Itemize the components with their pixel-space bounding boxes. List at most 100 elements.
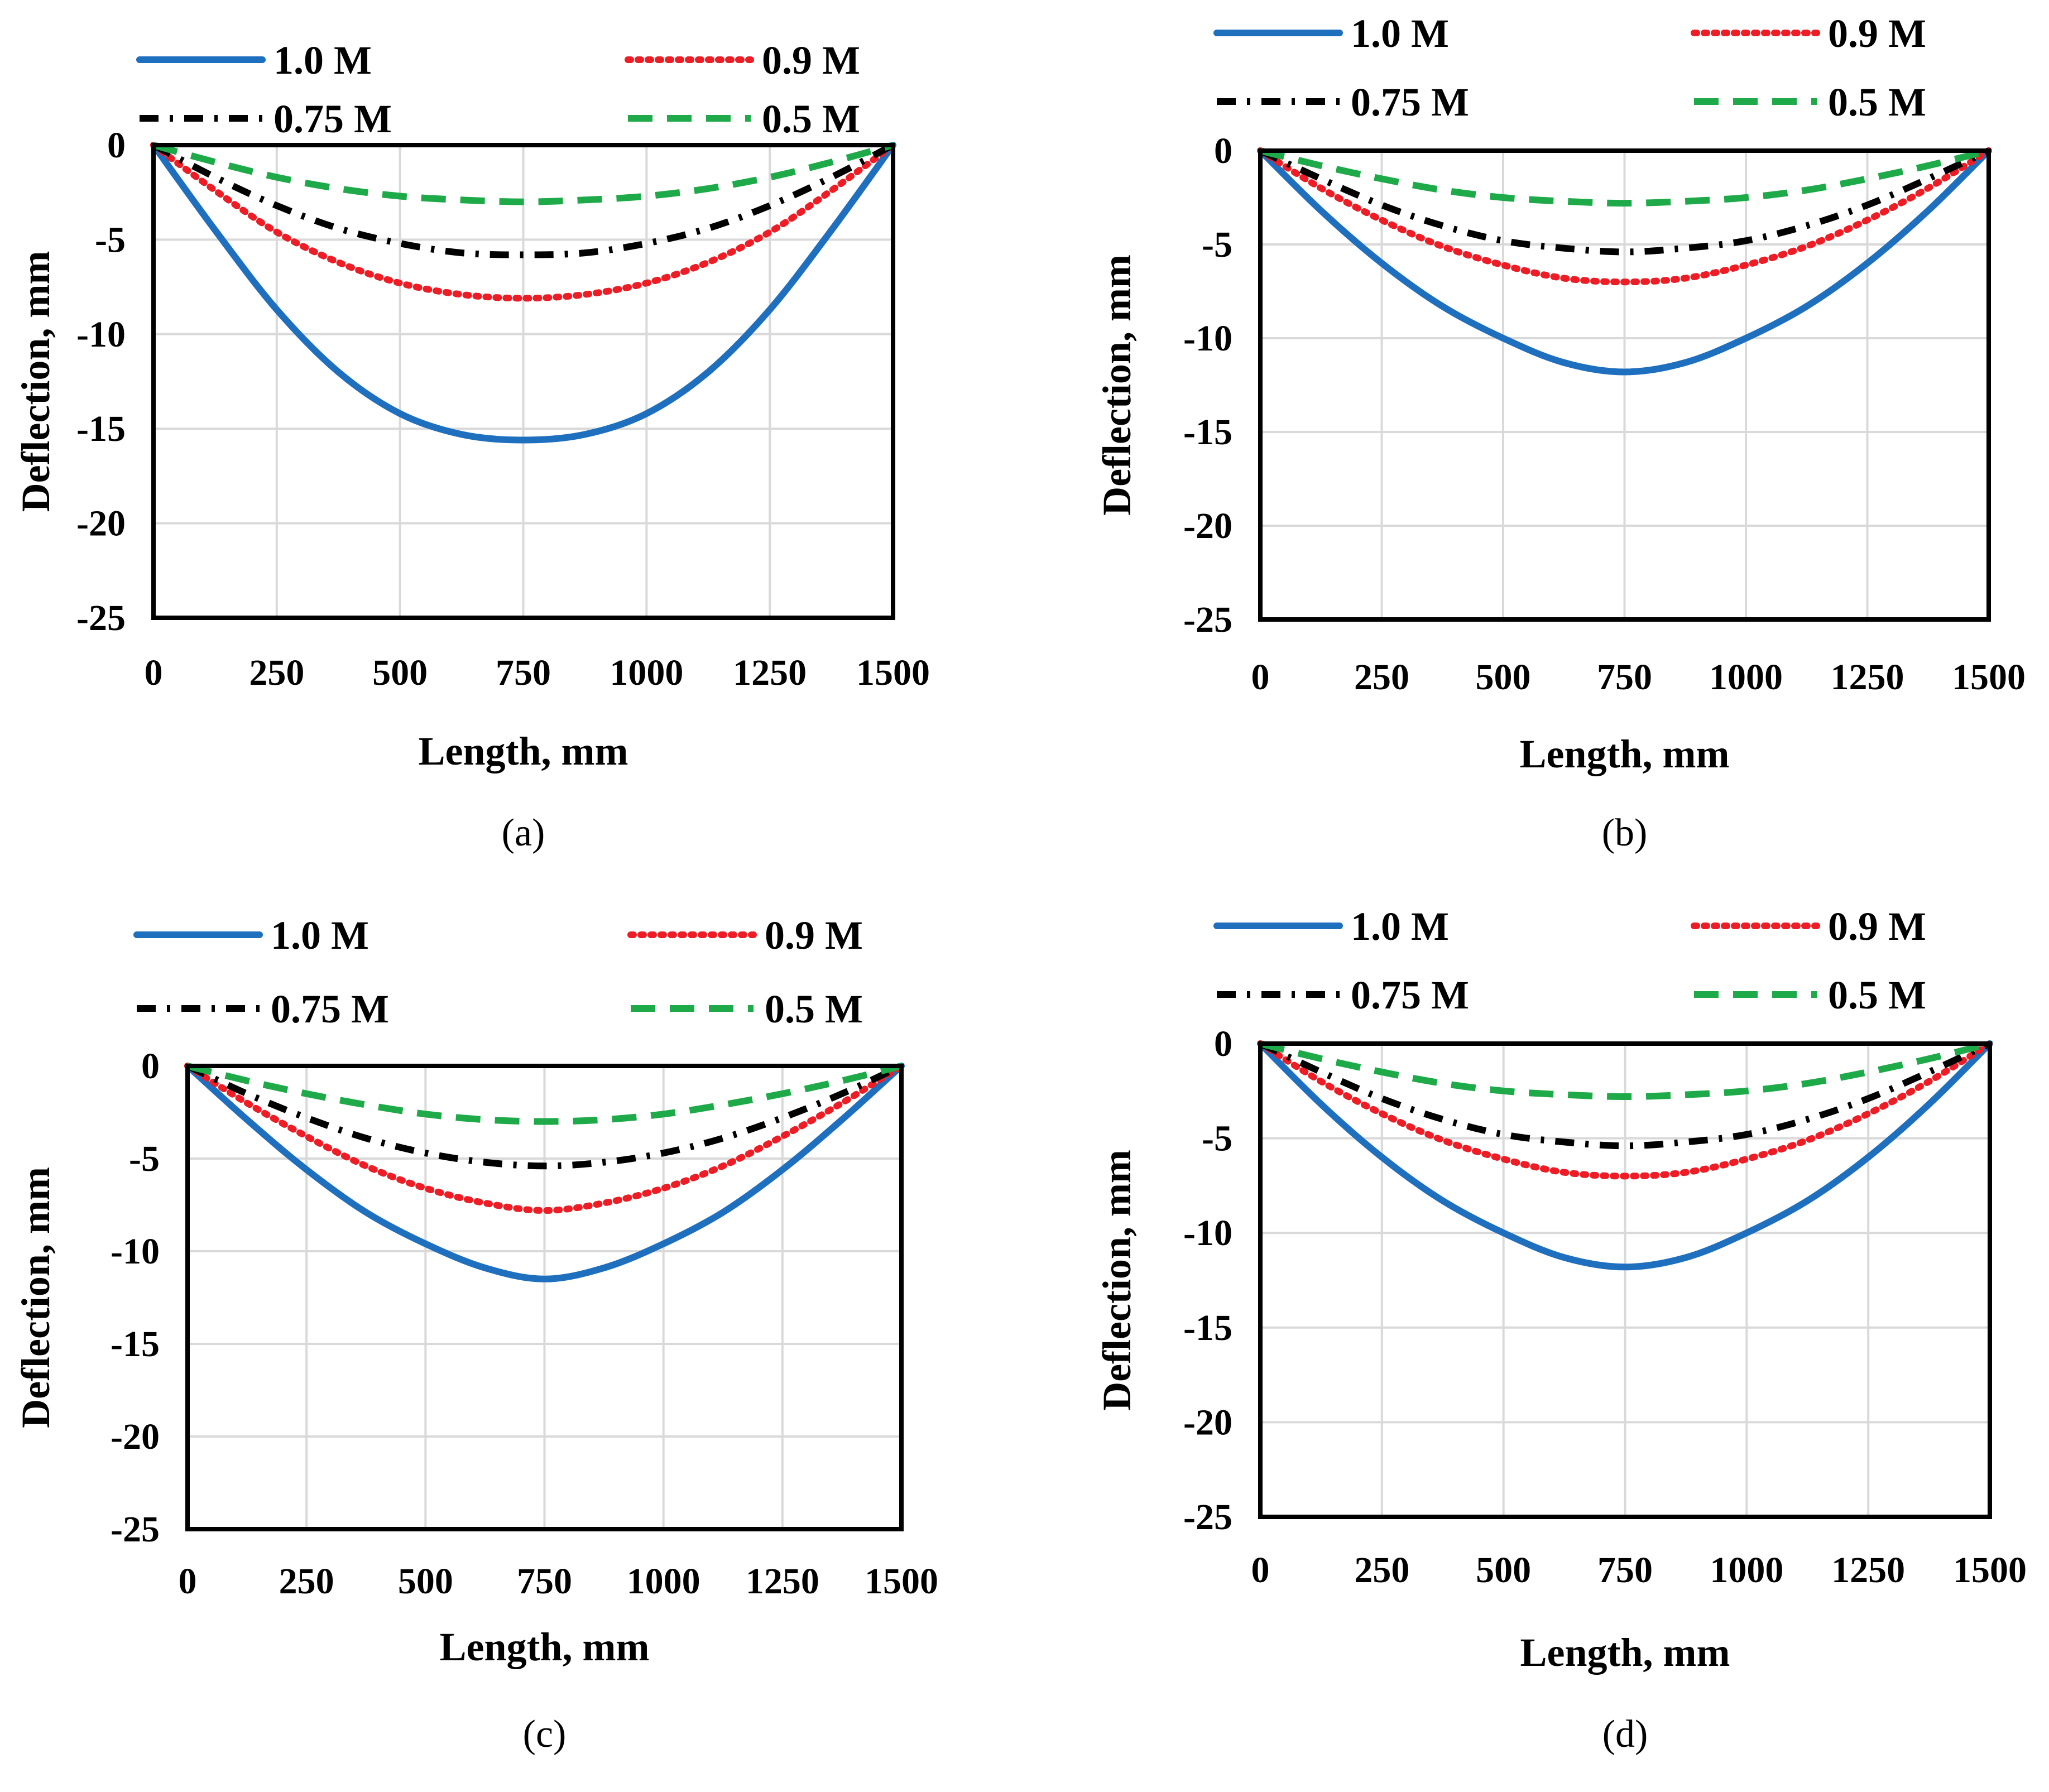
x-tick-label: 500: [1476, 657, 1531, 698]
x-tick-label: 500: [1476, 1550, 1531, 1591]
x-tick-label: 0: [145, 652, 163, 693]
legend-item: 0.75 M: [1217, 80, 1469, 124]
legend-label: 0.5 M: [765, 987, 863, 1031]
legend-item: 0.9 M: [1691, 904, 1926, 949]
series-group: [1257, 1040, 1993, 1271]
series-line-1-0-m: [1257, 147, 1992, 376]
legend-label: 0.9 M: [1828, 904, 1926, 949]
y-tick-label: -5: [1202, 1118, 1232, 1159]
x-tick-label: 250: [1354, 1550, 1409, 1591]
series-line-1-0-m: [184, 1063, 905, 1282]
legend-item: 0.75 M: [1217, 973, 1469, 1017]
series-line-0-5-m: [1259, 1040, 1991, 1100]
x-tick-label: 250: [279, 1561, 334, 1602]
x-tick-label: 0: [1251, 657, 1270, 698]
legend-item: 0.9 M: [625, 38, 860, 83]
y-tick-label: -15: [1183, 1308, 1232, 1348]
x-tick-label: 750: [517, 1561, 572, 1602]
legend-item: 0.9 M: [1691, 11, 1926, 56]
y-tick-label: 0: [107, 125, 126, 166]
x-tick-label: 1500: [856, 652, 930, 693]
legend-item: 0.5 M: [631, 987, 863, 1031]
x-tick-label: 1000: [627, 1561, 700, 1602]
plot-frame: [1258, 148, 1991, 622]
legend: 1.0 M 0.9 M 0.75 M 0.5 M: [133, 913, 863, 1031]
series-line-0-75-m: [186, 1063, 903, 1170]
x-tick-label: 1250: [1831, 657, 1904, 698]
panel-label: (c): [523, 1713, 567, 1756]
legend-item: 0.5 M: [628, 97, 860, 141]
legend-item: 0.9 M: [627, 913, 863, 958]
series-line-0-9-m: [184, 1063, 905, 1214]
x-tick-label: 1500: [1953, 1550, 2027, 1591]
y-tick-label: -25: [1183, 599, 1232, 640]
legend-item: 0.75 M: [140, 97, 392, 141]
y-tick-label: -10: [1183, 1213, 1232, 1253]
chart-panel-a: 0 250 500 750 1000 1250 1500 0 -5 -10 -15 -20 -25 Len…: [13, 38, 930, 854]
legend: 1.0 M 0.9 M 0.75 M 0.5 M: [136, 38, 860, 141]
y-axis-title: Deflection, mm: [1095, 1150, 1139, 1411]
legend-label: 1.0 M: [1351, 904, 1449, 949]
legend-label: 0.9 M: [1828, 11, 1926, 56]
x-tick-label: 1000: [610, 652, 683, 693]
panel-label: (a): [502, 811, 545, 854]
x-axis-title: Length, mm: [1520, 732, 1730, 776]
x-tick-label: 750: [496, 652, 551, 693]
x-axis-title: Length, mm: [419, 729, 628, 774]
x-tick-label: 1500: [1952, 657, 2026, 698]
y-tick-label: -20: [1183, 506, 1232, 546]
legend-label: 1.0 M: [1351, 11, 1449, 56]
y-tick-label: -20: [1183, 1402, 1232, 1443]
y-tick-label: -25: [111, 1509, 160, 1550]
x-tick-label: 1500: [865, 1561, 938, 1602]
x-tick-label: 1000: [1709, 657, 1783, 698]
y-tick-label: -20: [111, 1416, 160, 1457]
legend-label: 0.75 M: [273, 97, 392, 141]
legend-label: 0.75 M: [1351, 80, 1469, 124]
series-line-0-9-m: [150, 142, 896, 302]
y-tick-label: -10: [111, 1231, 160, 1272]
plot-frame: [185, 1064, 904, 1531]
legend-label: 1.0 M: [271, 913, 369, 958]
legend-label: 0.5 M: [1828, 973, 1926, 1017]
y-axis-title: Deflection, mm: [1095, 254, 1139, 516]
series-line-0-5-m: [152, 142, 894, 205]
y-tick-label: -5: [95, 219, 126, 260]
y-tick-label: 0: [141, 1046, 160, 1087]
legend-label: 0.9 M: [765, 913, 863, 958]
x-tick-label: 0: [1251, 1550, 1270, 1591]
legend-label: 0.9 M: [762, 38, 860, 83]
series-group: [1257, 147, 1992, 376]
y-tick-label: -15: [111, 1324, 160, 1365]
x-tick-label: 500: [372, 652, 428, 693]
y-tick-label: -10: [76, 314, 126, 355]
chart-panel-b: 0 250 500 750 1000 1250 1500 0 -5 -10 -15 -20 -25 Len…: [1095, 11, 2026, 854]
series-line-1-0-m: [1257, 1040, 1993, 1271]
legend-label: 0.5 M: [1828, 80, 1926, 124]
x-tick-label: 500: [398, 1561, 453, 1602]
y-axis-title: Deflection, mm: [13, 251, 58, 512]
legend: 1.0 M 0.9 M 0.75 M 0.5 M: [1213, 904, 1926, 1017]
chart-panel-c: 0 250 500 750 1000 1250 1500 0 -5 -10 -15 -20 -25 Len…: [13, 913, 938, 1756]
legend-item: 1.0 M: [133, 913, 369, 958]
series-line-1-0-m: [150, 142, 896, 444]
legend-label: 0.5 M: [762, 97, 860, 141]
y-tick-label: 0: [1214, 1024, 1232, 1064]
y-tick-label: -5: [129, 1138, 160, 1179]
chart-panel-d: 0 250 500 750 1000 1250 1500 0 -5 -10 -15 -20 -25 Len…: [1095, 904, 2027, 1756]
y-tick-label: -15: [76, 409, 126, 449]
legend-item: 0.5 M: [1694, 973, 1926, 1017]
series-line-0-9-m: [1257, 147, 1992, 286]
series-line-0-75-m: [1259, 147, 1990, 256]
y-tick-label: 0: [1214, 131, 1232, 171]
legend-label: 0.75 M: [271, 987, 389, 1031]
legend-item: 1.0 M: [1213, 11, 1449, 56]
legend-item: 1.0 M: [136, 38, 372, 83]
x-tick-label: 1250: [1831, 1550, 1905, 1591]
series-group: [184, 1063, 905, 1282]
panel-label: (b): [1602, 811, 1648, 854]
y-tick-label: -5: [1202, 224, 1232, 265]
x-tick-label: 1250: [733, 652, 807, 693]
series-group: [150, 142, 896, 444]
